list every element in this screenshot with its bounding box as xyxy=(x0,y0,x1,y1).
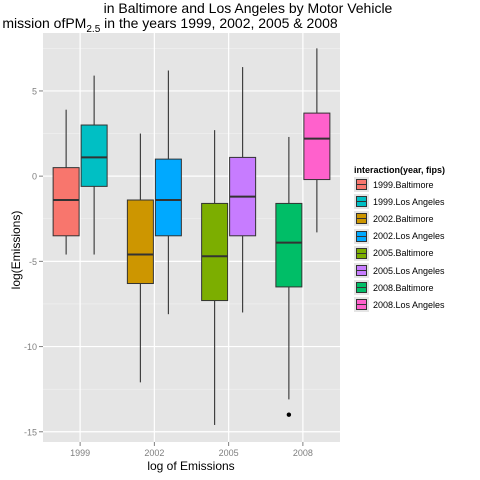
legend-item: 2005.Los Angeles xyxy=(354,262,445,279)
legend-item: 2002.Los Angeles xyxy=(354,228,445,245)
box-body xyxy=(52,167,80,237)
x-tick-label: 2005 xyxy=(219,448,239,458)
legend-title: interaction(year, fips) xyxy=(354,165,446,175)
legend-key xyxy=(354,211,369,227)
legend-label: 1999.Baltimore xyxy=(373,179,434,190)
box-body xyxy=(201,202,229,302)
legend-key xyxy=(354,297,369,313)
box-1999-baltimore xyxy=(52,109,80,255)
legend-label: 2005.Los Angeles xyxy=(373,265,445,276)
legend-key xyxy=(354,177,369,192)
box-body xyxy=(275,202,303,288)
x-axis: 1999 2002 2005 2008 xyxy=(70,442,313,458)
y-tick-label: -15 xyxy=(24,427,37,437)
legend-key xyxy=(354,280,369,296)
title-line-2-suffix: in the years 1999, 2002, 2005 & 2008 xyxy=(100,15,338,31)
box-2008-los-angeles xyxy=(303,48,331,233)
legend-key xyxy=(354,245,369,261)
y-tick-label: 0 xyxy=(32,172,37,182)
box-2002-los-angeles xyxy=(154,70,182,315)
legend-item: 2005.Baltimore xyxy=(354,245,434,262)
legend-label: 1999.Los Angeles xyxy=(373,196,445,207)
legend-item: 2002.Baltimore xyxy=(354,210,434,227)
x-tick-label: 1999 xyxy=(70,448,90,458)
box-body xyxy=(80,124,108,187)
legend-label: 2002.Los Angeles xyxy=(373,231,445,242)
legend-item: 1999.Los Angeles xyxy=(354,193,445,210)
outlier-point xyxy=(286,412,292,417)
y-tick-label: -10 xyxy=(24,342,37,352)
chart-title-line-2: mission ofPM2.5 in the years 1999, 2002,… xyxy=(0,15,410,35)
y-tick-label: -5 xyxy=(29,257,37,267)
box-1999-los-angeles xyxy=(80,75,108,255)
legend-item: 2008.Baltimore xyxy=(354,279,434,296)
y-axis: 5 0 -5 -10 -15 xyxy=(24,86,43,437)
y-axis-label: log(Emissions) xyxy=(9,211,23,290)
legend-label: 2008.Los Angeles xyxy=(373,299,445,310)
x-axis-label: log of Emissions xyxy=(147,459,234,473)
legend-item: 2008.Los Angeles xyxy=(354,296,445,313)
box-2002-baltimore xyxy=(126,133,154,383)
box-body xyxy=(126,199,154,285)
box-body xyxy=(154,158,182,237)
box-2005-los-angeles xyxy=(229,67,257,313)
title-line-2-prefix: mission ofPM xyxy=(2,15,87,31)
x-tick-label: 2008 xyxy=(293,448,313,458)
boxes xyxy=(52,48,331,425)
legend-key xyxy=(354,194,369,210)
legend-item: 1999.Baltimore xyxy=(354,176,434,193)
legend-label: 2008.Baltimore xyxy=(373,282,434,293)
legend-label: 2005.Baltimore xyxy=(373,248,434,259)
box-body xyxy=(303,112,331,181)
box-2008-baltimore xyxy=(275,136,303,417)
legend-key xyxy=(354,263,369,278)
legend-label: 2002.Baltimore xyxy=(373,213,434,224)
title-subscript: 2.5 xyxy=(86,24,101,35)
y-tick-label: 5 xyxy=(32,86,37,96)
box-2005-baltimore xyxy=(201,130,229,425)
x-tick-label: 2002 xyxy=(144,448,164,458)
chart-title-line-1: in Baltimore and Los Angeles by Motor Ve… xyxy=(103,0,393,16)
legend-key xyxy=(354,228,369,244)
